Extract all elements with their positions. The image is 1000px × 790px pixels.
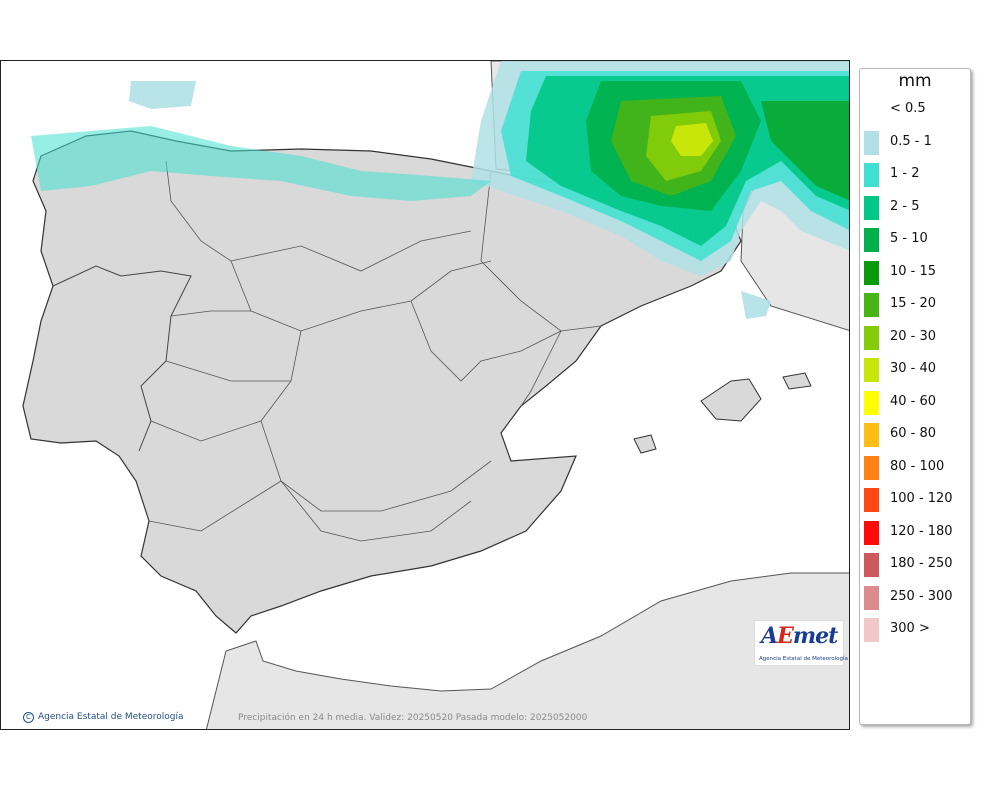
legend-item: 5 - 10 [860,225,970,258]
legend-item: 15 - 20 [860,290,970,323]
precipitation-map: C Agencia Estatal de Meteorología Precipi… [0,60,850,730]
legend-item: 60 - 80 [860,420,970,453]
copyright-icon: C [23,712,34,723]
legend-label: 15 - 20 [890,296,937,311]
legend-item: 30 - 40 [860,355,970,388]
legend-panel: mm < 0.5 0.5 - 1 1 - 2 2 - 5 5 - 10 10 -… [859,68,971,725]
legend-swatch [864,260,879,285]
legend-label: 30 - 40 [890,361,937,376]
region-borders [148,160,602,542]
logo-wordmark: AEmet [761,623,838,649]
legend-label: 0.5 - 1 [890,133,932,149]
aemet-logo: AEmet Agencia Estatal de Meteorología [754,620,848,666]
legend-label: 120 - 180 [890,523,953,539]
legend-label: 300 > [890,621,930,636]
legend-item: 10 - 15 [860,258,970,291]
legend-item: 0.5 - 1 [860,128,970,161]
logo-subtitle: Agencia Estatal de Meteorología [759,656,848,662]
credit-text: Agencia Estatal de Meteorología [38,712,184,722]
legend-swatch [864,520,879,545]
legend-swatch [864,325,879,350]
legend-swatch [864,390,879,415]
legend-swatch [864,163,879,187]
legend-item: < 0.5 [860,95,970,128]
mallorca [700,378,762,422]
legend-label: 60 - 80 [890,426,937,441]
legend-item: 180 - 250 [860,550,970,583]
legend-item: 2 - 5 [860,193,970,226]
legend-swatch [864,358,879,382]
legend-label: 20 - 30 [890,328,937,344]
legend-swatch [864,195,879,220]
menorca [782,372,812,390]
legend-swatch [864,423,879,447]
legend-item: 120 - 180 [860,518,970,551]
legend-item: 300 > [860,615,970,648]
legend-item: 80 - 100 [860,453,970,486]
legend-swatch [864,488,879,512]
ibiza [633,434,657,454]
legend-label: 180 - 250 [890,556,953,571]
legend-item: 20 - 30 [860,323,970,356]
legend-label: 80 - 100 [890,458,945,474]
legend-item: 250 - 300 [860,583,970,616]
legend-item: 40 - 60 [860,388,970,421]
legend-swatch [864,98,879,122]
legend-label: 1 - 2 [890,166,920,181]
legend-label: 2 - 5 [890,198,920,214]
legend-label: < 0.5 [890,101,926,116]
legend-title: mm [898,71,932,91]
legend-item: 1 - 2 [860,160,970,193]
legend-label: 40 - 60 [890,393,937,409]
legend-swatch [864,455,879,480]
legend-swatch [864,553,879,577]
legend-swatch [864,293,879,317]
legend-swatch [864,228,879,252]
legend-swatch [864,585,879,610]
africa-land [205,572,849,729]
legend-label: 5 - 10 [890,231,928,246]
agency-credit: C Agencia Estatal de Meteorología [23,712,184,723]
legend-swatch [864,130,879,155]
legend-item: 100 - 120 [860,485,970,518]
map-caption: Precipitación en 24 h media. Validez: 20… [238,713,588,723]
legend-label: 250 - 300 [890,588,953,604]
legend-label: 100 - 120 [890,491,953,506]
map-canvas [22,61,849,729]
portugal-border [52,265,192,452]
legend-list: < 0.5 0.5 - 1 1 - 2 2 - 5 5 - 10 10 - 15… [860,95,970,648]
legend-swatch [864,618,879,642]
precipitation-areas [31,61,849,319]
legend-label: 10 - 15 [890,263,937,279]
